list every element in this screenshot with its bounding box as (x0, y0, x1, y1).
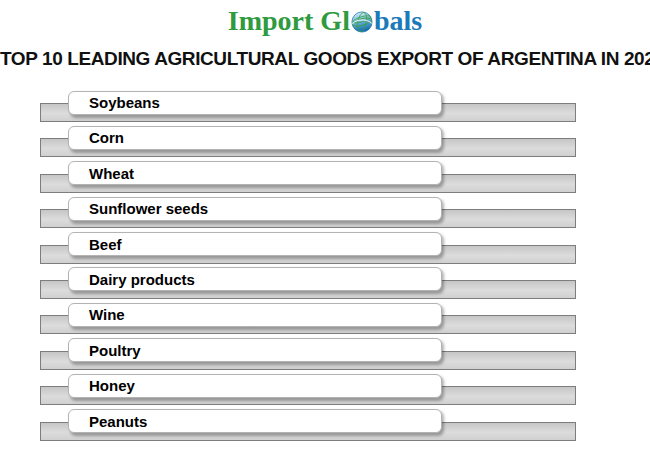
bar-label-box: Poultry (68, 338, 442, 362)
bar-label: Poultry (89, 343, 141, 358)
bar-label: Dairy products (89, 272, 195, 287)
logo-text-left: Import Gl (228, 5, 350, 37)
bar-label-box: Beef (68, 232, 442, 256)
bar-label-box: Sunflower seeds (68, 197, 442, 221)
bar-label-box: Soybeans (68, 91, 442, 115)
bar-label: Honey (89, 378, 135, 393)
bar-label: Peanuts (89, 414, 147, 429)
bar-chart: Soybeans Corn Wheat Sunflower seeds Beef… (0, 89, 650, 443)
bar-label-box: Wheat (68, 161, 442, 185)
bar-label: Beef (89, 237, 122, 252)
bar-row: Wine (0, 301, 650, 336)
bar-row: Honey (0, 372, 650, 407)
bar-row: Sunflower seeds (0, 195, 650, 230)
logo-text-right: bals (374, 5, 422, 37)
bar-row: Poultry (0, 337, 650, 372)
bar-label: Soybeans (89, 95, 160, 110)
bar-label: Sunflower seeds (89, 201, 208, 216)
bar-label: Wine (89, 307, 125, 322)
bar-label-box: Peanuts (68, 409, 442, 433)
bar-row: Corn (0, 124, 650, 159)
bar-label-box: Wine (68, 303, 442, 327)
bar-row: Wheat (0, 160, 650, 195)
bar-row: Dairy products (0, 266, 650, 301)
bar-label-box: Dairy products (68, 267, 442, 291)
logo: Import Gl bals (0, 3, 650, 39)
bar-row: Soybeans (0, 89, 650, 124)
globe-icon (351, 11, 373, 33)
bar-label: Wheat (89, 166, 134, 181)
bar-label: Corn (89, 130, 124, 145)
page-title: TOP 10 LEADING AGRICULTURAL GOODS EXPORT… (0, 48, 650, 70)
bar-row: Beef (0, 231, 650, 266)
bar-label-box: Corn (68, 126, 442, 150)
bar-label-box: Honey (68, 374, 442, 398)
bar-row: Peanuts (0, 408, 650, 443)
